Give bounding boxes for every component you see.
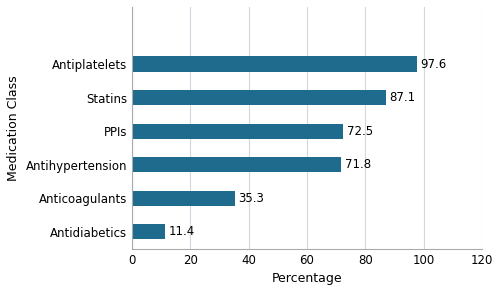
Text: 72.5: 72.5 <box>347 125 373 138</box>
Text: 35.3: 35.3 <box>238 192 264 205</box>
Bar <box>132 56 416 72</box>
Bar <box>132 90 386 105</box>
Text: 87.1: 87.1 <box>390 91 415 104</box>
Text: 71.8: 71.8 <box>345 158 371 171</box>
Y-axis label: Medication Class: Medication Class <box>7 75 20 181</box>
Bar <box>132 191 235 206</box>
Text: 97.6: 97.6 <box>420 58 446 70</box>
Text: 11.4: 11.4 <box>168 225 195 238</box>
Bar <box>132 157 342 172</box>
X-axis label: Percentage: Percentage <box>272 272 342 285</box>
Bar <box>132 224 165 239</box>
Bar <box>132 124 344 139</box>
